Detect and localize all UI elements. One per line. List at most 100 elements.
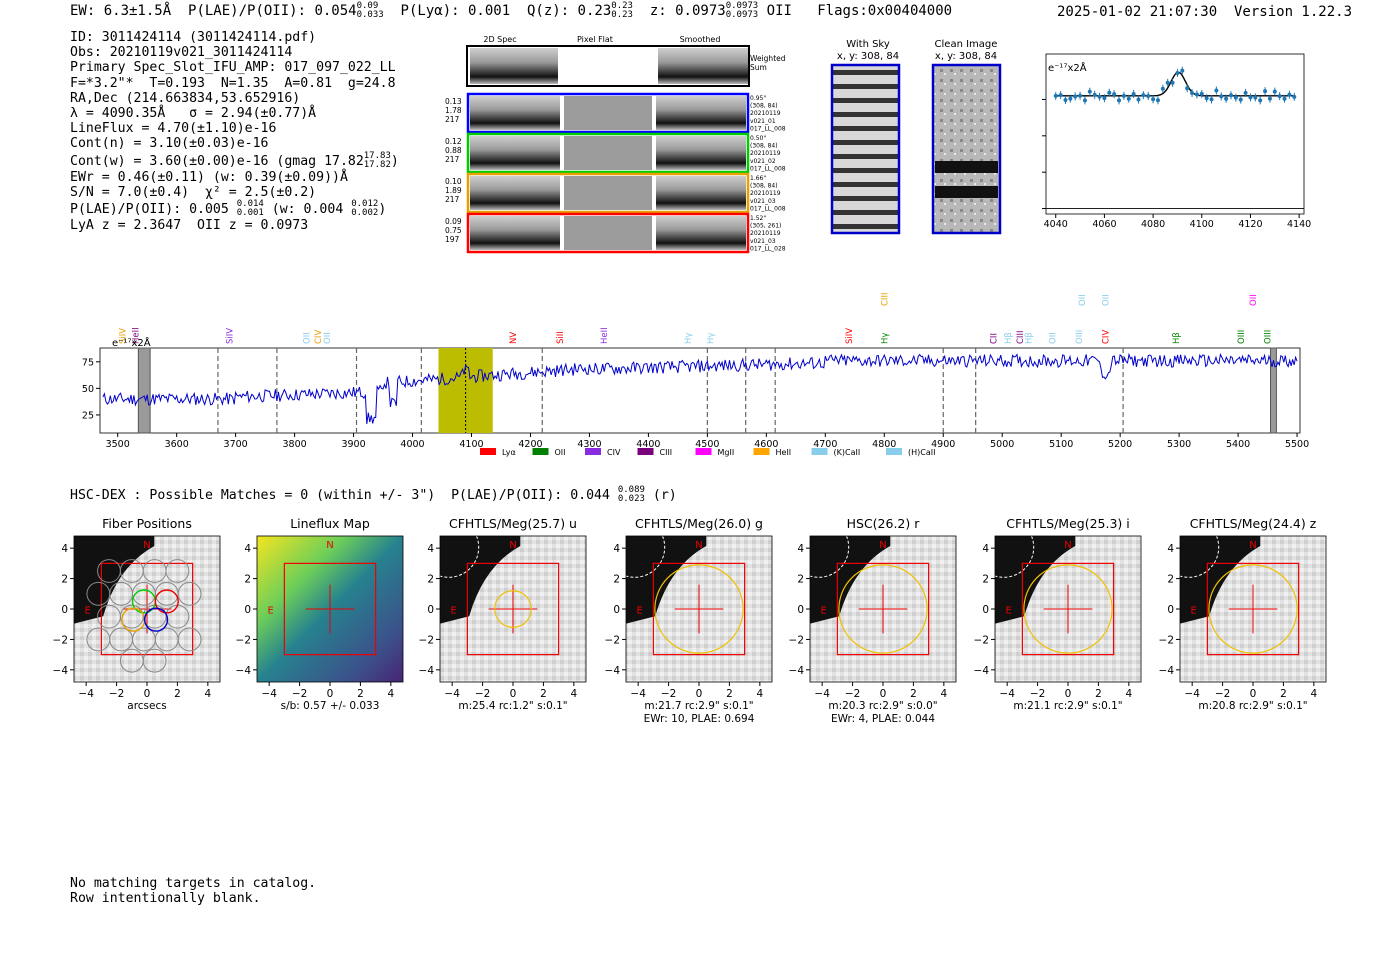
cutout-ytick-label: 2 — [1167, 574, 1174, 586]
spec-xtick-label: 5300 — [1167, 439, 1191, 450]
cutout-title: CFHTLS/Meg(24.4) z — [1190, 516, 1317, 531]
line-label: CIV — [314, 330, 324, 344]
cutout-ytick-label: −2 — [605, 634, 620, 646]
info-lya-z: LyA z = 2.3647 OII z = 0.0973 — [70, 218, 309, 234]
spec-xtick-label: 3900 — [341, 439, 365, 450]
info-spec: Primary Spec_Slot_IFU_AMP: 017_097_022_L… — [70, 60, 396, 76]
cutout-xtick-label: −4 — [814, 688, 830, 700]
weighted-2d — [470, 48, 558, 84]
cutout-ytick-label: 0 — [244, 604, 251, 616]
fit-point — [1204, 96, 1209, 101]
row-stat: 217 — [445, 155, 460, 164]
fit-xtick-label: 4140 — [1287, 219, 1311, 230]
z-value: z: 0.0973 — [649, 3, 726, 19]
fit-xtick-label: 4100 — [1190, 219, 1214, 230]
row-meta: v021_03 — [750, 198, 776, 205]
row-meta: 20210119 — [750, 150, 781, 157]
legend-label: Lyα — [502, 448, 516, 457]
fit-point — [1053, 93, 1058, 98]
cutout-xtick-label: −2 — [1030, 688, 1045, 700]
info-lambda: λ = 4090.35Å σ = 2.94(±0.77)Å — [70, 106, 317, 122]
east-marker: E — [637, 606, 643, 617]
frac-up: 0.012 — [351, 199, 379, 210]
fit-point — [1180, 68, 1185, 73]
fit-point — [1224, 96, 1229, 101]
legend-swatch — [532, 448, 549, 455]
fit-point — [1209, 97, 1214, 102]
cutout-ytick-label: 2 — [244, 574, 251, 586]
cutout-xtick-label: −2 — [292, 688, 307, 700]
north-marker: N — [143, 540, 150, 551]
cutout-ytick-label: 0 — [613, 604, 620, 616]
cutout-ytick-label: −4 — [605, 665, 621, 677]
summary-header: EW: 6.3±1.5Å P(LAE)/P(OII): 0.054 0.09 0.0… — [70, 2, 952, 20]
cutout-xtick-label: 4 — [1310, 688, 1317, 700]
row-2d-spec — [470, 176, 560, 210]
fit-point — [1194, 92, 1199, 97]
row-stat: 217 — [445, 115, 460, 124]
frac-up: 0.0973 — [725, 1, 759, 11]
line-label: HeII — [131, 327, 141, 344]
fit-point — [1146, 93, 1151, 98]
east-marker: E — [821, 606, 827, 617]
frac-up: 0.089 — [617, 485, 645, 495]
spec-xtick-label: 4700 — [813, 439, 837, 450]
spectrum-ticks: 3500 3600 3700 3800 3900 4000 4100 4200 4300 4400… — [82, 357, 1309, 450]
fit-point — [1228, 93, 1233, 98]
info-id: ID: 3011424114 (3011424114.pdf) — [70, 30, 317, 45]
line-label: Hγ — [684, 333, 694, 344]
cutout-title: CFHTLS/Meg(26.0) g — [635, 516, 763, 531]
fit-point — [1243, 90, 1248, 95]
fit-point — [1253, 95, 1258, 100]
cutout-xtick-label: 4 — [940, 688, 947, 700]
fit-point — [1082, 98, 1087, 103]
cutout-ytick-label: 4 — [797, 543, 804, 555]
frac-lo: 0.002 — [351, 208, 379, 219]
cutout-xtick-label: −4 — [1184, 688, 1200, 700]
line-label: Hβ — [1004, 332, 1014, 344]
spec-xtick-label: 5400 — [1226, 439, 1250, 450]
with-sky-coords: x, y: 308, 84 — [837, 51, 899, 62]
hsc-title: HSC-DEX : Possible Matches = 0 (within +… — [70, 488, 610, 503]
cutout-6: CFHTLS/Meg(24.4) zNE−4 −2 0 2 4420−2−4m:20.8… — [1159, 516, 1327, 712]
legend-label: HeII — [776, 448, 792, 457]
cutout-caption-2: EWr: 10, PLAE: 0.694 — [644, 713, 755, 725]
row-meta: 017_LL_008 — [750, 125, 786, 132]
fit-xtick-label: 4040 — [1044, 219, 1068, 230]
line-label: Hγ — [880, 333, 890, 344]
fit-point — [1263, 89, 1268, 94]
fit-point — [1277, 94, 1282, 99]
legend-label: CIV — [607, 448, 621, 457]
fit-point — [1258, 98, 1263, 103]
cutout-ytick-label: 2 — [427, 574, 434, 586]
spec-xtick-label: 4600 — [754, 439, 778, 450]
cutout-ytick-label: −2 — [236, 634, 251, 646]
north-marker: N — [695, 540, 702, 551]
row-stat: 217 — [445, 195, 460, 204]
fit-point — [1155, 98, 1160, 103]
row-meta: 017_LL_028 — [750, 245, 786, 252]
line-label: SiIV — [226, 328, 236, 344]
line-label: OII — [302, 332, 312, 344]
cutout-xtick-label: −2 — [475, 688, 490, 700]
fit-data-points — [1053, 66, 1297, 105]
line-label: OII — [1078, 294, 1088, 306]
fit-point — [1267, 96, 1272, 101]
north-marker: N — [879, 540, 886, 551]
fit-ticks: 4040406040804100412041400204060 — [1042, 98, 1311, 230]
fit-point — [1287, 92, 1292, 97]
cutout-ytick-label: 0 — [797, 604, 804, 616]
legend-swatch — [811, 448, 828, 455]
cutout-xtick-label: 4 — [756, 688, 763, 700]
frac-lo: 0.023 — [617, 494, 645, 504]
fit-point — [1175, 70, 1180, 75]
fit-point — [1131, 91, 1136, 96]
line-fit-plot: e⁻¹⁷x2Å 4040406040804100412041400204060 — [1042, 53, 1311, 230]
spec-xtick-label: 5200 — [1108, 439, 1132, 450]
weighted-label-1: Weighted — [750, 54, 786, 63]
cutout-xtick-label: 0 — [327, 688, 334, 700]
row-smoothed — [656, 176, 746, 210]
fit-ylabel: e⁻¹⁷x2Å — [1048, 61, 1087, 74]
